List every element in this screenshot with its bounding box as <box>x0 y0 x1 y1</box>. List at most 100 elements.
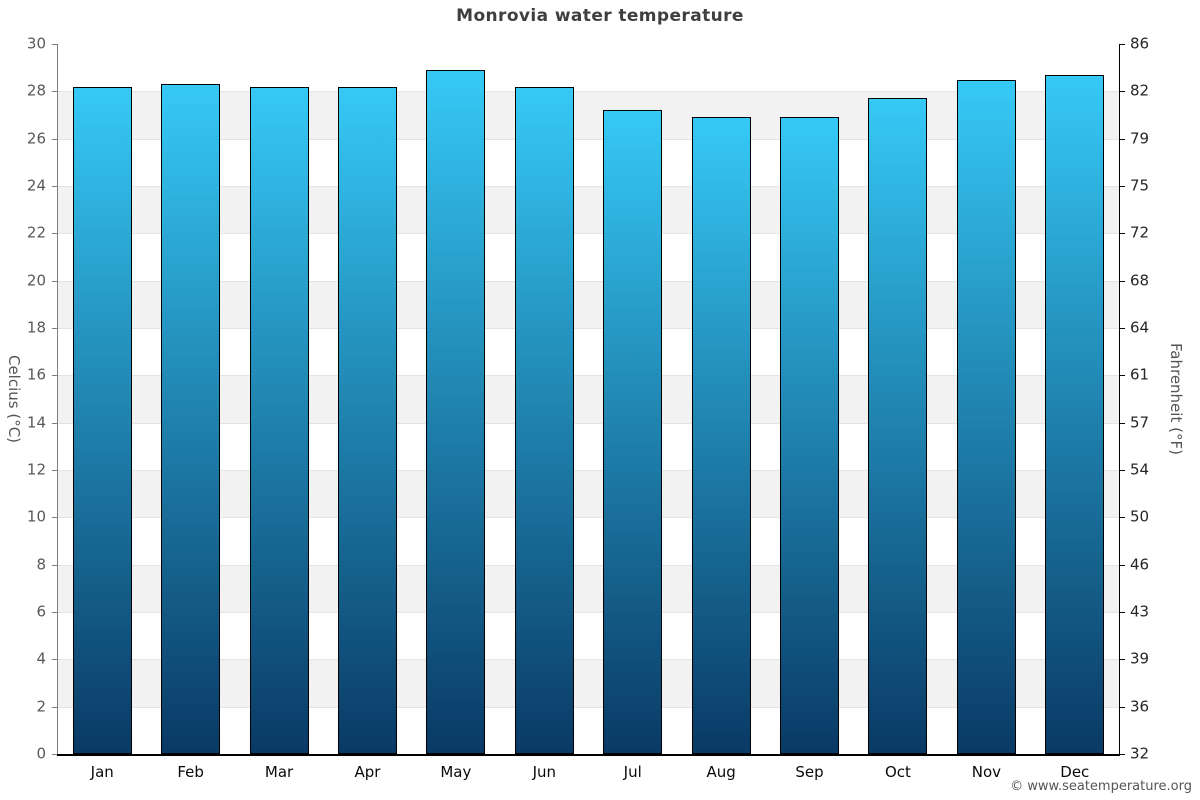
fahrenheit-tickmark <box>1119 706 1125 708</box>
month-label-sep: Sep <box>795 763 824 781</box>
fahrenheit-tick-label: 32 <box>1130 744 1150 763</box>
fahrenheit-tickmark <box>1119 564 1125 566</box>
y-axis-title-fahrenheit: Fahrenheit (°F) <box>1167 343 1185 455</box>
fahrenheit-tickmark <box>1119 91 1125 93</box>
grid-band <box>58 422 1119 470</box>
celsius-tickmark <box>52 659 58 661</box>
fahrenheit-tickmark <box>1119 233 1125 235</box>
fahrenheit-tickmark <box>1119 280 1125 282</box>
month-label-feb: Feb <box>177 763 204 781</box>
grid-band <box>58 706 1119 754</box>
fahrenheit-tick-label: 57 <box>1130 413 1150 432</box>
celsius-tick-label: 30 <box>26 34 46 53</box>
gridline <box>58 233 1119 235</box>
grid-band <box>58 612 1119 660</box>
celsius-tickmark <box>52 754 58 755</box>
fahrenheit-tick-label: 54 <box>1130 460 1150 479</box>
fahrenheit-tickmark <box>1119 44 1125 45</box>
fahrenheit-tick-label: 75 <box>1130 176 1150 195</box>
celsius-tick-label: 0 <box>36 744 46 763</box>
y-axis-line-left <box>57 44 58 754</box>
celsius-tick-label: 6 <box>36 602 46 621</box>
grid-band <box>58 375 1119 423</box>
bar-feb <box>161 84 221 754</box>
bar-jul <box>603 110 663 754</box>
fahrenheit-tick-label: 64 <box>1130 318 1150 337</box>
month-label-oct: Oct <box>884 763 911 781</box>
celsius-tickmark <box>52 280 58 282</box>
fahrenheit-tick-label: 46 <box>1130 555 1150 574</box>
fahrenheit-tick-label: 50 <box>1130 507 1150 526</box>
gridline <box>58 138 1119 140</box>
fahrenheit-tick-label: 39 <box>1130 649 1150 668</box>
x-axis-line <box>57 754 1120 756</box>
fahrenheit-tick-label: 36 <box>1130 697 1150 716</box>
celsius-tick-label: 24 <box>26 176 46 195</box>
grid-band <box>58 233 1119 281</box>
bar-dec <box>1045 74 1105 754</box>
fahrenheit-tickmark <box>1119 659 1125 661</box>
celsius-tickmark <box>52 375 58 377</box>
bar-may <box>426 70 486 754</box>
grid-band <box>58 470 1119 518</box>
bar-nov <box>956 79 1016 754</box>
celsius-tickmark <box>52 138 58 140</box>
bar-oct <box>868 98 928 754</box>
fahrenheit-tickmark <box>1119 470 1125 471</box>
celsius-tickmark <box>52 233 58 235</box>
fahrenheit-tick-label: 43 <box>1130 602 1150 621</box>
grid-band <box>58 44 1119 92</box>
gridline <box>58 91 1119 93</box>
y-axis-line-right <box>1119 44 1120 754</box>
gridline <box>58 706 1119 708</box>
grid-band <box>58 564 1119 612</box>
grid-band <box>58 91 1119 139</box>
gridline <box>58 659 1119 661</box>
fahrenheit-tick-label: 82 <box>1130 81 1150 100</box>
celsius-tick-label: 2 <box>36 697 46 716</box>
fahrenheit-tick-label: 79 <box>1130 129 1150 148</box>
celsius-tickmark <box>52 470 58 471</box>
celsius-tickmark <box>52 564 58 566</box>
celsius-tick-label: 22 <box>26 223 46 242</box>
grid-band <box>58 517 1119 565</box>
month-label-jun: Jun <box>532 763 556 781</box>
fahrenheit-tickmark <box>1119 186 1125 187</box>
grid-band <box>58 280 1119 328</box>
gridline <box>58 564 1119 566</box>
gridline <box>58 517 1119 519</box>
celsius-tickmark <box>52 422 58 424</box>
celsius-tickmark <box>52 44 58 45</box>
celsius-tickmark <box>52 612 58 613</box>
celsius-tickmark <box>52 517 58 519</box>
bar-apr <box>337 86 397 754</box>
celsius-tick-label: 12 <box>26 460 46 479</box>
grid-band <box>58 138 1119 186</box>
grid-band <box>58 659 1119 707</box>
fahrenheit-tickmark <box>1119 328 1125 329</box>
gridline <box>58 280 1119 282</box>
bar-aug <box>691 117 751 754</box>
month-label-aug: Aug <box>706 763 736 781</box>
celsius-tick-label: 16 <box>26 365 46 384</box>
celsius-tick-label: 14 <box>26 413 46 432</box>
fahrenheit-tickmark <box>1119 422 1125 424</box>
celsius-tick-label: 4 <box>36 649 46 668</box>
gridline <box>58 375 1119 377</box>
celsius-tickmark <box>52 328 58 329</box>
bar-jan <box>72 86 132 754</box>
grid-band <box>58 328 1119 376</box>
month-label-apr: Apr <box>354 763 381 781</box>
celsius-tick-label: 26 <box>26 129 46 148</box>
month-label-dec: Dec <box>1060 763 1090 781</box>
celsius-tickmark <box>52 91 58 93</box>
y-axis-title-celsius: Celcius (°C) <box>5 354 23 444</box>
fahrenheit-tickmark <box>1119 517 1125 519</box>
fahrenheit-tickmark <box>1119 375 1125 377</box>
month-label-mar: Mar <box>264 763 294 781</box>
month-label-jan: Jan <box>90 763 114 781</box>
gridline <box>58 328 1119 329</box>
celsius-tickmark <box>52 706 58 708</box>
